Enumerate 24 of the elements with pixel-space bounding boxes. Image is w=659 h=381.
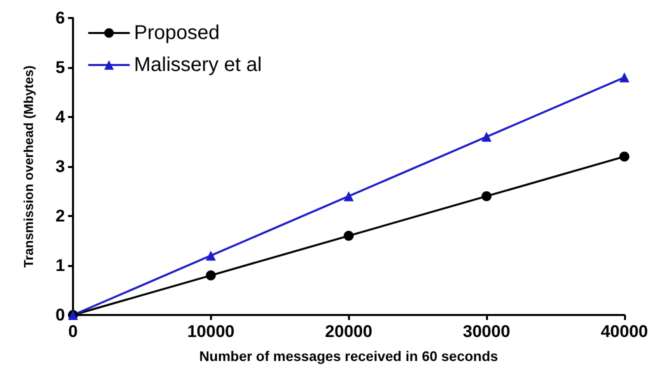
y-axis-title: Transmission overhead (Mbytes) <box>21 65 36 268</box>
legend-label: Proposed <box>134 22 220 44</box>
point <box>619 152 630 162</box>
y-tick-label: 0 <box>56 306 65 324</box>
legend-label: Malissery et al <box>134 54 262 76</box>
x-tick-label: 30000 <box>462 322 510 341</box>
x-tick-label: 20000 <box>325 322 372 341</box>
x-axis-title: Number of messages received in 60 seconds <box>199 348 498 364</box>
x-tick-label: 40000 <box>600 322 648 341</box>
point <box>482 191 492 202</box>
x-tick-label: 0 <box>68 322 78 341</box>
point <box>206 250 216 261</box>
y-tick-label: 2 <box>56 206 65 226</box>
point <box>344 191 354 202</box>
point <box>619 72 630 82</box>
point <box>206 270 216 280</box>
point <box>344 230 354 241</box>
y-tick-label: 5 <box>56 58 65 77</box>
y-tick-label: 6 <box>56 8 65 28</box>
point <box>482 132 492 142</box>
y-tick-label: 1 <box>56 256 65 275</box>
y-tick-label: 3 <box>56 157 65 176</box>
y-tick-label: 4 <box>56 108 66 126</box>
x-tick-label: 10000 <box>187 322 234 341</box>
